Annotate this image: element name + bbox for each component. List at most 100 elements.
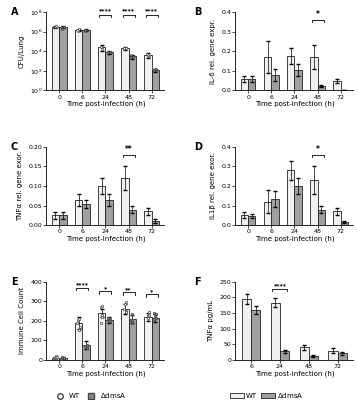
Point bbox=[146, 52, 152, 59]
Point bbox=[107, 49, 113, 56]
Text: *: * bbox=[316, 145, 320, 154]
X-axis label: Time post-infection (h): Time post-infection (h) bbox=[66, 236, 145, 242]
X-axis label: Time post-infection (h): Time post-infection (h) bbox=[255, 236, 334, 242]
Point bbox=[123, 45, 129, 51]
Bar bbox=[152, 221, 159, 225]
Text: E: E bbox=[11, 277, 17, 287]
Point bbox=[152, 66, 158, 72]
Bar bbox=[271, 199, 279, 225]
Bar bbox=[248, 216, 256, 225]
Point bbox=[154, 66, 160, 73]
X-axis label: Time post-infection (h): Time post-infection (h) bbox=[66, 101, 145, 108]
Y-axis label: TNFα rel. gene exor.: TNFα rel. gene exor. bbox=[17, 151, 23, 221]
Bar bbox=[121, 48, 129, 400]
Point bbox=[54, 24, 60, 30]
Bar bbox=[280, 351, 289, 360]
Point bbox=[52, 355, 58, 361]
Bar bbox=[295, 186, 302, 225]
Point bbox=[76, 27, 81, 34]
Point bbox=[129, 311, 135, 317]
Bar bbox=[144, 317, 152, 360]
Bar bbox=[264, 202, 271, 225]
Point bbox=[151, 310, 157, 316]
Text: *: * bbox=[316, 10, 320, 19]
Point bbox=[99, 312, 105, 318]
Point bbox=[83, 26, 89, 33]
Bar bbox=[328, 350, 338, 360]
Point bbox=[75, 317, 81, 324]
Bar bbox=[309, 356, 318, 360]
Point bbox=[131, 52, 137, 59]
Point bbox=[153, 310, 159, 317]
Point bbox=[84, 342, 90, 348]
Point bbox=[151, 316, 157, 322]
Point bbox=[122, 45, 127, 52]
Point bbox=[129, 53, 134, 60]
Bar bbox=[338, 353, 347, 360]
Bar bbox=[105, 200, 113, 225]
Y-axis label: Immune Cell Count: Immune Cell Count bbox=[19, 287, 25, 354]
Bar bbox=[310, 57, 317, 90]
Point bbox=[130, 54, 136, 60]
Point bbox=[105, 314, 110, 321]
Point bbox=[123, 299, 129, 306]
Point bbox=[83, 342, 89, 349]
Text: **: ** bbox=[125, 287, 132, 292]
Text: ****: **** bbox=[122, 8, 135, 13]
Bar bbox=[248, 79, 256, 90]
Point bbox=[105, 316, 111, 323]
Point bbox=[82, 27, 87, 33]
Bar bbox=[75, 30, 82, 400]
Point bbox=[84, 344, 90, 351]
Point bbox=[75, 320, 80, 326]
Bar bbox=[144, 212, 152, 225]
Point bbox=[122, 301, 128, 307]
Point bbox=[152, 312, 158, 319]
Bar bbox=[98, 47, 105, 400]
Point bbox=[75, 27, 80, 33]
Point bbox=[99, 304, 104, 310]
Point bbox=[128, 52, 134, 59]
Y-axis label: TNFα pg/mL: TNFα pg/mL bbox=[208, 300, 214, 342]
Point bbox=[61, 354, 67, 361]
Bar bbox=[105, 52, 113, 400]
Point bbox=[59, 24, 64, 30]
Bar bbox=[121, 178, 129, 225]
Text: ****: **** bbox=[273, 283, 286, 288]
Point bbox=[76, 326, 81, 333]
Point bbox=[83, 344, 89, 350]
Point bbox=[75, 28, 81, 34]
Text: F: F bbox=[194, 277, 201, 287]
Bar bbox=[82, 30, 90, 400]
Point bbox=[52, 24, 58, 30]
Point bbox=[144, 51, 150, 58]
Point bbox=[153, 315, 159, 322]
Text: ****: **** bbox=[145, 8, 158, 13]
Bar bbox=[129, 56, 136, 400]
Bar bbox=[333, 212, 341, 225]
Point bbox=[54, 354, 60, 360]
Point bbox=[51, 355, 57, 361]
Bar bbox=[300, 348, 309, 360]
Point bbox=[107, 318, 113, 324]
Point bbox=[53, 23, 59, 29]
Bar bbox=[271, 75, 279, 90]
Point bbox=[124, 309, 129, 315]
Bar bbox=[82, 345, 90, 360]
Bar bbox=[98, 313, 105, 360]
Point bbox=[151, 67, 157, 73]
Point bbox=[82, 28, 88, 34]
Point bbox=[146, 310, 152, 316]
X-axis label: Time post-infection (h): Time post-infection (h) bbox=[66, 370, 145, 377]
Legend: WT, $\Delta$dmsA: WT, $\Delta$dmsA bbox=[227, 388, 306, 400]
Point bbox=[122, 45, 127, 51]
Point bbox=[100, 44, 105, 50]
Point bbox=[121, 306, 127, 313]
Bar bbox=[121, 309, 129, 360]
Point bbox=[61, 24, 67, 30]
Y-axis label: IL1β rel. gene exor.: IL1β rel. gene exor. bbox=[210, 152, 216, 220]
Bar bbox=[144, 55, 152, 400]
Point bbox=[59, 25, 65, 32]
Point bbox=[60, 354, 65, 361]
Bar bbox=[251, 310, 260, 360]
